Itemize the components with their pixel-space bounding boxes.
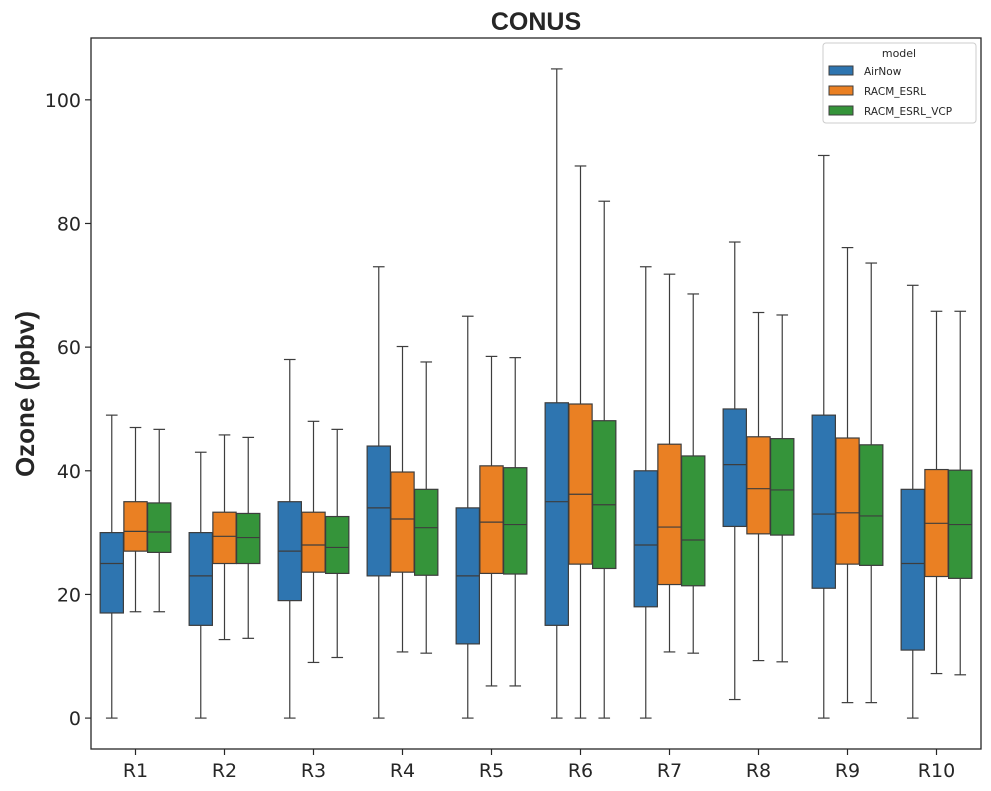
box-iqr: [835, 437, 860, 565]
legend-label: RACM_ESRL_VCP: [864, 106, 952, 118]
x-tick-label: R6: [568, 760, 593, 782]
box-AirNow-R2: [188, 451, 213, 719]
x-tick-label: R3: [301, 760, 326, 782]
box-RACM_ESRL-R10: [924, 310, 949, 675]
box-RACM_ESRL_VCP-R7: [681, 293, 706, 654]
box-iqr: [390, 471, 415, 573]
box-RACM_ESRL-R2: [212, 434, 237, 641]
y-tick-label: 40: [57, 461, 81, 483]
y-axis: 0 20 40 60 80 100: [45, 90, 91, 730]
box-iqr: [633, 470, 658, 608]
legend-swatch: [828, 85, 854, 96]
legend-item: AirNow: [828, 65, 902, 78]
box-RACM_ESRL_VCP-R10: [948, 310, 973, 676]
legend-frame: [822, 42, 977, 124]
x-tick-label: R8: [746, 760, 771, 782]
box-iqr: [811, 414, 836, 589]
x-tick-label: R4: [390, 760, 415, 782]
x-tick-label: R5: [479, 760, 504, 782]
chart-title: CONUS: [491, 8, 581, 36]
box-RACM_ESRL_VCP-R5: [503, 357, 528, 687]
y-tick-label: 100: [45, 90, 81, 112]
box-iqr: [859, 444, 884, 566]
box-iqr: [123, 501, 148, 552]
box-RACM_ESRL-R4: [390, 345, 415, 653]
box-RACM_ESRL_VCP-R2: [236, 436, 261, 639]
box-iqr: [366, 445, 391, 577]
plot-area: [90, 37, 982, 750]
box-iqr: [681, 455, 706, 587]
box-AirNow-R8: [722, 241, 747, 701]
box-RACM_ESRL_VCP-R4: [414, 361, 439, 654]
box-AirNow-R3: [277, 358, 302, 719]
box-iqr: [188, 532, 213, 626]
legend: model AirNow RACM_ESRL RACM_ESRL_VCP: [822, 42, 977, 124]
legend-swatch: [828, 65, 854, 76]
box-RACM_ESRL-R9: [835, 246, 860, 704]
y-tick-label: 80: [57, 213, 81, 235]
legend-swatch: [828, 105, 854, 116]
legend-title: model: [882, 47, 916, 60]
box-iqr: [770, 438, 795, 536]
box-iqr: [657, 443, 682, 586]
legend-item: RACM_ESRL: [828, 85, 926, 98]
y-tick-label: 60: [57, 337, 81, 359]
legend-item: RACM_ESRL_VCP: [828, 105, 952, 118]
box-iqr: [301, 511, 326, 573]
box-RACM_ESRL_VCP-R6: [592, 200, 617, 719]
box-iqr: [568, 403, 593, 565]
x-axis: R1 R2 R3 R4 R5 R6 R7 R8 R9 R10: [123, 749, 955, 782]
box-iqr: [746, 436, 771, 535]
y-tick-label: 20: [57, 584, 81, 606]
box-RACM_ESRL_VCP-R9: [859, 262, 884, 704]
box-RACM_ESRL_VCP-R8: [770, 314, 795, 663]
x-tick-label: R9: [835, 760, 860, 782]
x-tick-label: R7: [657, 760, 682, 782]
box-iqr: [99, 532, 124, 614]
box-iqr: [414, 488, 439, 576]
legend-label: RACM_ESRL: [864, 86, 926, 98]
box-AirNow-R5: [455, 315, 480, 719]
box-iqr: [722, 408, 747, 528]
box-AirNow-R6: [544, 68, 569, 719]
box-RACM_ESRL_VCP-R1: [147, 428, 172, 613]
x-tick-label: R2: [212, 760, 237, 782]
box-iqr: [212, 511, 237, 565]
box-AirNow-R10: [900, 284, 925, 719]
legend-label: AirNow: [864, 66, 902, 78]
box-series: [99, 68, 973, 719]
x-tick-label: R1: [123, 760, 148, 782]
box-iqr: [236, 512, 261, 565]
y-axis-label: Ozone (ppbv): [10, 311, 40, 477]
box-iqr: [900, 488, 925, 651]
y-tick-label: 0: [69, 708, 81, 730]
x-tick-label: R10: [918, 760, 955, 782]
box-AirNow-R1: [99, 414, 124, 719]
box-iqr: [503, 467, 528, 575]
box-iqr: [147, 502, 172, 553]
box-iqr: [479, 465, 504, 575]
box-RACM_ESRL-R8: [746, 311, 771, 662]
box-iqr: [544, 402, 569, 626]
box-iqr: [592, 420, 617, 570]
box-RACM_ESRL-R6: [568, 165, 593, 719]
box-iqr: [325, 515, 350, 575]
box-RACM_ESRL_VCP-R3: [325, 428, 350, 659]
